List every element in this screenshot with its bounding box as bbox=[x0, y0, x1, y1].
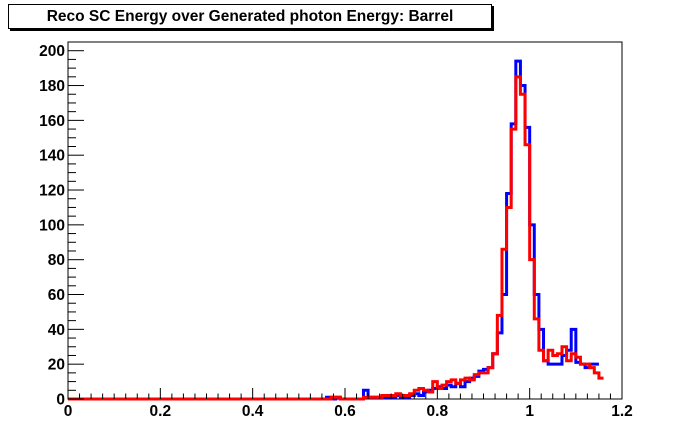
y-tick-label: 120 bbox=[39, 183, 65, 200]
y-tick-label: 60 bbox=[48, 287, 65, 304]
y-tick-label: 200 bbox=[39, 43, 65, 60]
chart-title-box: Reco SC Energy over Generated photon Ene… bbox=[8, 4, 492, 29]
x-tick-label: 0.2 bbox=[150, 403, 172, 420]
x-tick-label: 0.6 bbox=[334, 403, 356, 420]
histogram-series-1 bbox=[68, 59, 599, 401]
y-tick-label: 40 bbox=[48, 322, 65, 339]
x-tick-label: 1 bbox=[525, 403, 534, 420]
x-tick-label: 0 bbox=[64, 403, 73, 420]
histogram-series-2 bbox=[68, 75, 604, 401]
x-tick-label: 0.8 bbox=[427, 403, 449, 420]
y-tick-label: 80 bbox=[48, 252, 65, 269]
y-tick-label: 100 bbox=[39, 217, 65, 234]
x-tick-label: 1.2 bbox=[611, 403, 633, 420]
x-tick-label: 0.4 bbox=[242, 403, 264, 420]
chart-title: Reco SC Energy over Generated photon Ene… bbox=[46, 7, 454, 25]
y-tick-label: 160 bbox=[39, 113, 65, 130]
y-tick-label: 0 bbox=[56, 392, 65, 409]
y-tick-label: 20 bbox=[48, 357, 65, 374]
y-tick-label: 140 bbox=[39, 148, 65, 165]
y-tick-label: 180 bbox=[39, 78, 65, 95]
